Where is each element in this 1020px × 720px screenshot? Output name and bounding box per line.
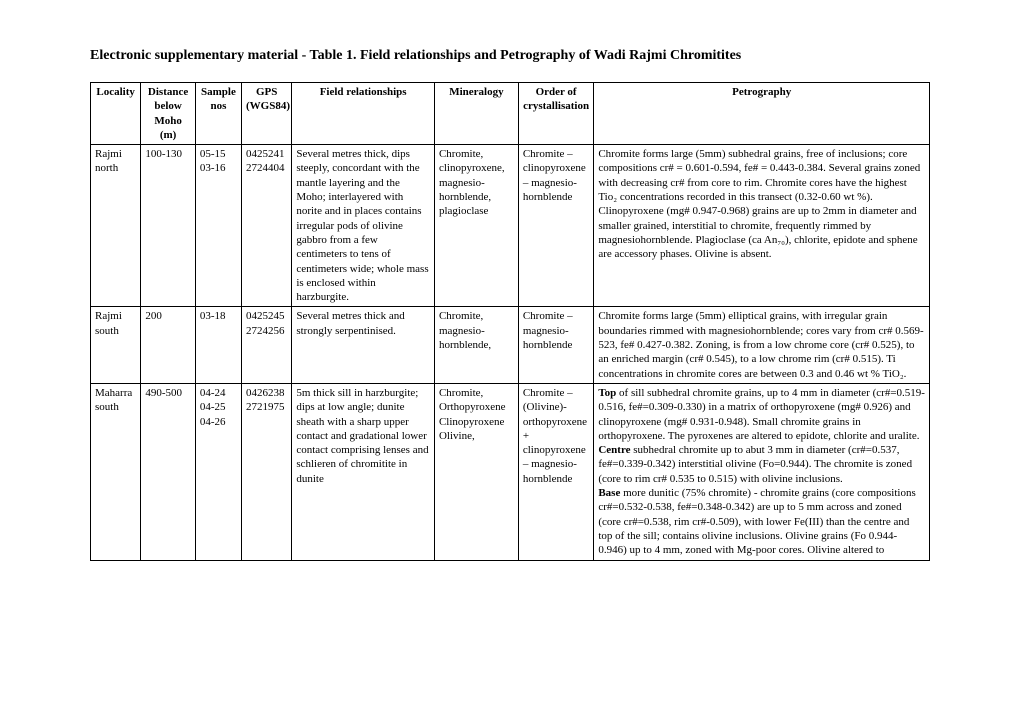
page-title: Electronic supplementary material - Tabl… (90, 48, 930, 64)
table-row: Rajmi south 200 03-18 04252452724256 Sev… (91, 307, 930, 383)
cell-order: Chromite – clinopyroxene – magnesio-horn… (518, 145, 594, 307)
cell-distance: 100-130 (141, 145, 196, 307)
col-header-field: Field relationships (292, 83, 435, 145)
cell-order: Chromite – (Olivine)-orthopyroxene + cli… (518, 383, 594, 560)
petro-top-text: of sill subhedral chromite grains, up to… (598, 387, 925, 442)
table-row: Rajmi north 100-130 05-1503-16 042524127… (91, 145, 930, 307)
cell-distance: 200 (141, 307, 196, 383)
col-header-order: Order of crystallisation (518, 83, 594, 145)
cell-field: Several metres thick and strongly serpen… (292, 307, 435, 383)
petro-centre-text: subhedral chromite up to abut 3 mm in di… (598, 444, 912, 485)
cell-petro: Top of sill subhedral chromite grains, u… (594, 383, 930, 560)
cell-mineral: Chromite, clinopyroxene, magnesio-hornbl… (434, 145, 518, 307)
cell-order: Chromite – magnesio-hornblende (518, 307, 594, 383)
cell-petro: Chromite forms large (5mm) subhedral gra… (594, 145, 930, 307)
petro-base-text: more dunitic (75% chromite) - chromite g… (598, 487, 915, 556)
col-header-sample: Sample nos (195, 83, 241, 145)
cell-locality: Maharra south (91, 383, 141, 560)
data-table: Locality Distance below Moho (m) Sample … (90, 82, 930, 561)
cell-sample: 03-18 (195, 307, 241, 383)
petro-base-label: Base (598, 487, 620, 499)
col-header-mineral: Mineralogy (434, 83, 518, 145)
cell-sample: 05-1503-16 (195, 145, 241, 307)
cell-mineral: Chromite, Orthopyroxene Clinopyroxene Ol… (434, 383, 518, 560)
petro-top-label: Top (598, 387, 616, 399)
cell-locality: Rajmi south (91, 307, 141, 383)
col-header-petro: Petrography (594, 83, 930, 145)
cell-petro: Chromite forms large (5mm) elliptical gr… (594, 307, 930, 383)
cell-gps: 04252452724256 (242, 307, 292, 383)
col-header-gps: GPS (WGS84) (242, 83, 292, 145)
cell-gps: 04262382721975 (242, 383, 292, 560)
cell-field: Several metres thick, dips steeply, conc… (292, 145, 435, 307)
cell-locality: Rajmi north (91, 145, 141, 307)
petro-centre-label: Centre (598, 444, 630, 456)
table-header-row: Locality Distance below Moho (m) Sample … (91, 83, 930, 145)
cell-mineral: Chromite, magnesio-hornblende, (434, 307, 518, 383)
col-header-distance: Distance below Moho (m) (141, 83, 196, 145)
cell-distance: 490-500 (141, 383, 196, 560)
cell-gps: 04252412724404 (242, 145, 292, 307)
col-header-locality: Locality (91, 83, 141, 145)
cell-sample: 04-2404-2504-26 (195, 383, 241, 560)
cell-field: 5m thick sill in harzburgite; dips at lo… (292, 383, 435, 560)
table-row: Maharra south 490-500 04-2404-2504-26 04… (91, 383, 930, 560)
